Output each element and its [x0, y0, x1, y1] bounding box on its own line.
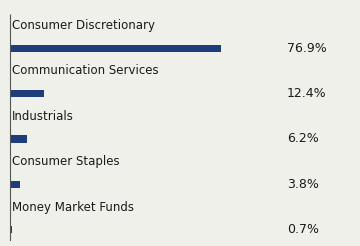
Text: 12.4%: 12.4%	[287, 87, 326, 100]
Text: 6.2%: 6.2%	[287, 133, 318, 145]
Bar	[10, 90, 44, 97]
Bar	[10, 226, 12, 233]
Text: Consumer Staples: Consumer Staples	[12, 155, 120, 168]
Text: Money Market Funds: Money Market Funds	[12, 200, 134, 214]
Bar	[10, 45, 221, 52]
Bar	[10, 135, 27, 143]
Text: Industrials: Industrials	[12, 110, 74, 123]
Text: 0.7%: 0.7%	[287, 223, 319, 236]
Bar	[10, 181, 21, 188]
Text: 3.8%: 3.8%	[287, 178, 319, 191]
Text: 76.9%: 76.9%	[287, 42, 327, 55]
Text: Communication Services: Communication Services	[12, 64, 159, 77]
Text: Consumer Discretionary: Consumer Discretionary	[12, 19, 155, 32]
